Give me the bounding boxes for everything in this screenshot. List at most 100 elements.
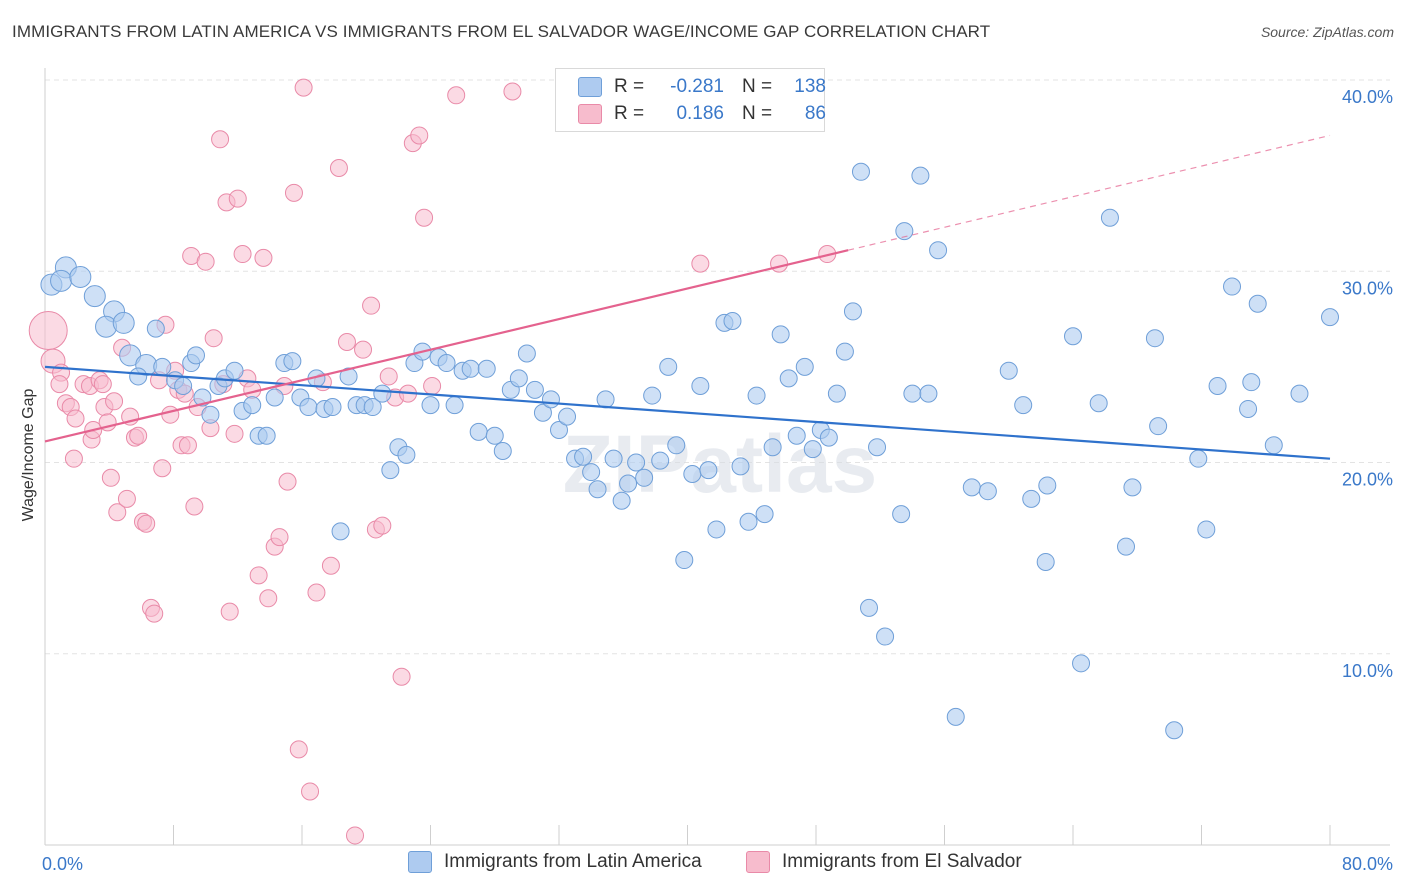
blue-data-point — [635, 468, 654, 487]
pink-data-point — [117, 489, 136, 508]
blue-data-point — [1123, 478, 1142, 497]
pink-data-point — [289, 740, 308, 759]
blue-data-point — [533, 403, 552, 422]
blue-data-point — [911, 166, 930, 185]
blue-data-point — [683, 464, 702, 483]
n-label: N = — [742, 103, 773, 124]
pink-swatch-icon — [578, 104, 602, 124]
pink-data-point — [259, 589, 278, 608]
blue-data-point — [558, 407, 577, 426]
pink-data-point — [254, 248, 273, 267]
pink-data-point — [185, 497, 204, 516]
blue-data-point — [843, 302, 862, 321]
pink-square-icon — [746, 851, 770, 873]
blue-data-point — [509, 369, 528, 388]
blue-data-point — [243, 396, 262, 415]
blue-data-point — [69, 265, 92, 288]
pink-data-point — [66, 409, 85, 428]
blue-data-point — [835, 342, 854, 361]
pink-data-point — [161, 405, 180, 424]
pink-trend-line — [44, 249, 849, 443]
pink-data-point — [373, 516, 392, 535]
blue-data-point — [643, 386, 662, 405]
pink-data-point — [346, 826, 365, 845]
blue-data-point — [421, 396, 440, 415]
blue-data-point — [946, 707, 965, 726]
blue-data-point — [1223, 277, 1242, 296]
legend-row-latin-america: R = -0.281 N = 138 — [578, 74, 826, 100]
x-tick-label: 80.0% — [1342, 854, 1393, 874]
blue-swatch-icon — [578, 77, 602, 97]
legend-label: Immigrants from Latin America — [444, 851, 702, 872]
blue-data-point — [1089, 394, 1108, 413]
blue-data-point — [1239, 399, 1258, 418]
blue-data-point — [485, 426, 504, 445]
blue-data-point — [461, 359, 480, 378]
blue-data-point — [381, 461, 400, 480]
blue-data-point — [1321, 308, 1339, 327]
blue-data-point — [787, 426, 806, 445]
blue-data-point — [1165, 721, 1184, 740]
pink-data-point — [270, 528, 289, 547]
chart-title: IMMIGRANTS FROM LATIN AMERICA VS IMMIGRA… — [12, 22, 991, 41]
pink-data-point — [129, 426, 148, 445]
blue-data-point — [373, 384, 392, 403]
y-axis-label: Wage/Income Gap — [20, 389, 37, 522]
pink-data-point — [379, 367, 398, 386]
blue-data-point — [517, 344, 536, 363]
pink-data-point — [294, 78, 313, 97]
latin-america-points — [40, 162, 1339, 740]
correlation-legend: R = -0.281 N = 138 R = 0.186 N = 86 — [555, 68, 826, 132]
blue-data-point — [876, 627, 895, 646]
pink-data-point — [101, 468, 120, 487]
blue-data-point — [50, 269, 73, 292]
pink-data-point — [137, 514, 156, 533]
pink-data-point — [410, 126, 429, 145]
pink-data-point — [233, 245, 252, 264]
blue-data-point — [129, 367, 148, 386]
blue-data-point — [146, 319, 165, 338]
blue-data-point — [283, 352, 302, 371]
blue-data-point — [186, 346, 205, 365]
y-tick-label: 40.0% — [1342, 87, 1393, 107]
pink-data-point — [228, 189, 247, 208]
blue-data-point — [699, 461, 718, 480]
pink-data-point — [691, 254, 710, 273]
r-value: -0.281 — [670, 76, 724, 97]
pink-trend-extension — [847, 134, 1331, 251]
blue-data-point — [731, 457, 750, 476]
blue-data-point — [803, 440, 822, 459]
pink-data-point — [204, 329, 223, 348]
blue-data-point — [174, 377, 193, 395]
pink-data-point — [93, 375, 112, 394]
blue-data-point — [691, 377, 710, 395]
pink-data-point — [105, 392, 124, 411]
blue-data-point — [795, 357, 814, 376]
blue-data-point — [868, 438, 887, 457]
blue-data-point — [919, 384, 938, 403]
blue-data-point — [193, 388, 212, 407]
pink-data-point — [503, 82, 522, 101]
blue-data-point — [999, 361, 1018, 380]
blue-data-point — [541, 390, 560, 409]
blue-data-point — [892, 505, 911, 524]
pink-data-point — [337, 333, 356, 352]
blue-data-point — [747, 386, 766, 405]
blue-data-point — [723, 311, 742, 330]
blue-data-point — [851, 162, 870, 181]
pink-data-point — [423, 377, 442, 395]
pink-data-point — [278, 472, 297, 491]
blue-data-point — [1197, 520, 1216, 539]
blue-data-point — [119, 344, 142, 367]
blue-data-point — [619, 474, 638, 493]
blue-data-point — [1145, 329, 1164, 348]
blue-data-point — [739, 512, 758, 531]
blue-data-point — [323, 398, 342, 417]
blue-data-point — [201, 405, 220, 424]
legend-item-el-salvador: Immigrants from El Salvador — [746, 851, 1022, 873]
y-tick-label: 20.0% — [1342, 470, 1393, 490]
blue-data-point — [265, 388, 284, 407]
blue-data-point — [612, 491, 631, 510]
pink-data-point — [362, 296, 381, 315]
blue-data-point — [331, 522, 350, 541]
